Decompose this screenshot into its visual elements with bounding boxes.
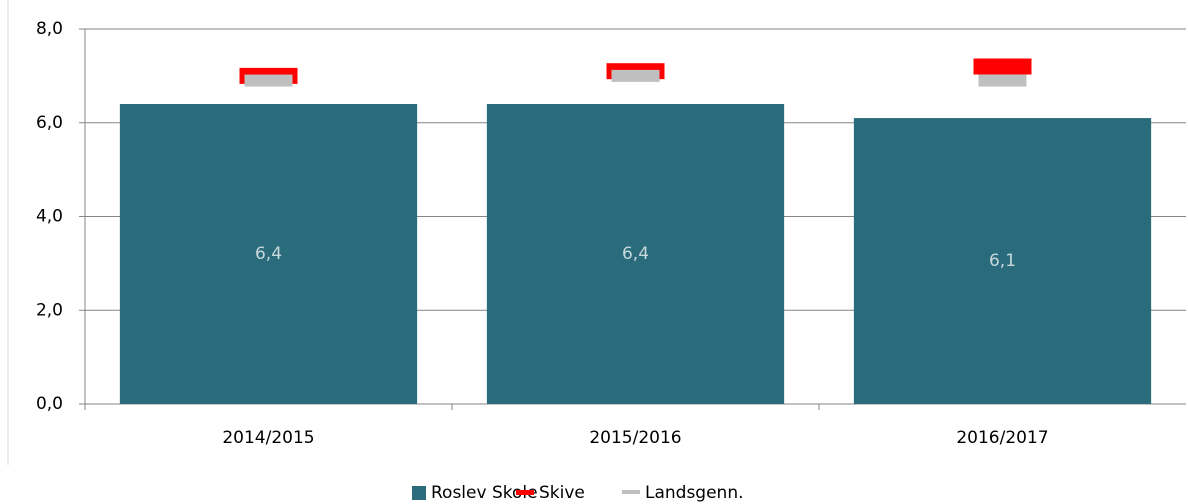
marker bbox=[978, 74, 1027, 87]
legend-swatch bbox=[622, 490, 640, 494]
y-tick-label: 2,0 bbox=[36, 300, 63, 320]
bar bbox=[486, 104, 785, 404]
legend-swatch bbox=[516, 490, 534, 495]
value-label: 6,4 bbox=[255, 244, 282, 264]
legend-label: Skive bbox=[539, 483, 585, 503]
y-tick-label: 6,0 bbox=[36, 113, 63, 133]
legend-label: Landsgenn. bbox=[645, 483, 744, 503]
y-tick-label: 0,0 bbox=[36, 394, 63, 414]
bar bbox=[853, 118, 1152, 404]
value-label: 6,1 bbox=[989, 251, 1016, 271]
marker bbox=[973, 58, 1032, 75]
marker bbox=[244, 74, 293, 87]
bar bbox=[119, 104, 418, 404]
y-tick-label: 4,0 bbox=[36, 207, 63, 227]
x-tick-label: 2014/2015 bbox=[222, 428, 314, 448]
x-tick-label: 2015/2016 bbox=[589, 428, 681, 448]
marker bbox=[611, 69, 660, 82]
x-tick-label: 2016/2017 bbox=[956, 428, 1048, 448]
legend-swatch bbox=[412, 486, 426, 500]
y-tick-label: 8,0 bbox=[36, 19, 63, 39]
legend-label: Roslev Skole bbox=[431, 483, 538, 503]
value-label: 6,4 bbox=[622, 244, 649, 264]
